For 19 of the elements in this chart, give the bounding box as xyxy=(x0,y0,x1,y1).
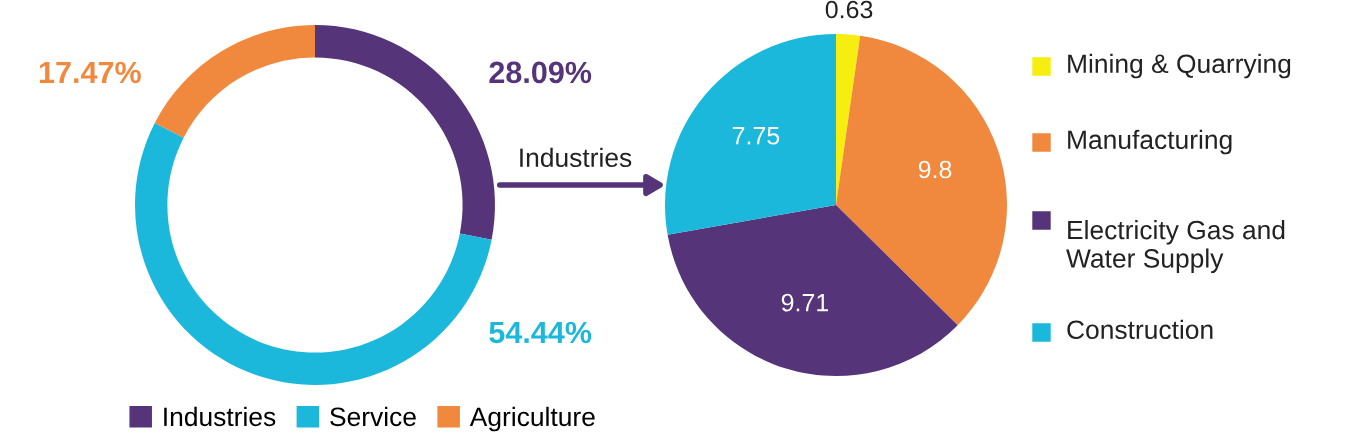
text: Industries xyxy=(520,147,632,168)
data-label: 17.47% xyxy=(39,61,141,84)
donut-slice xyxy=(154,25,315,138)
data-label: 9.71 xyxy=(781,293,829,312)
data-label: 28.09% xyxy=(489,61,592,84)
pie-slice xyxy=(665,34,836,235)
legend-label: Construction xyxy=(1067,319,1213,340)
data-label: 0.63 xyxy=(825,0,873,19)
legend-label: Mining & Quarrying xyxy=(1068,53,1291,79)
legend-label: Service xyxy=(330,406,416,427)
data-label: 9.8 xyxy=(918,160,952,179)
legend-label: Electricity Gas and Water Supply xyxy=(1066,220,1285,274)
pie-slice xyxy=(667,205,958,376)
data-label: 7.75 xyxy=(732,127,780,145)
legend-label: Manufacturing xyxy=(1068,129,1232,155)
data-label: 54.44% xyxy=(489,321,592,344)
legend-label: Industries xyxy=(164,406,276,427)
pie-slice xyxy=(836,35,1007,326)
legend-label: Agriculture xyxy=(469,406,595,432)
